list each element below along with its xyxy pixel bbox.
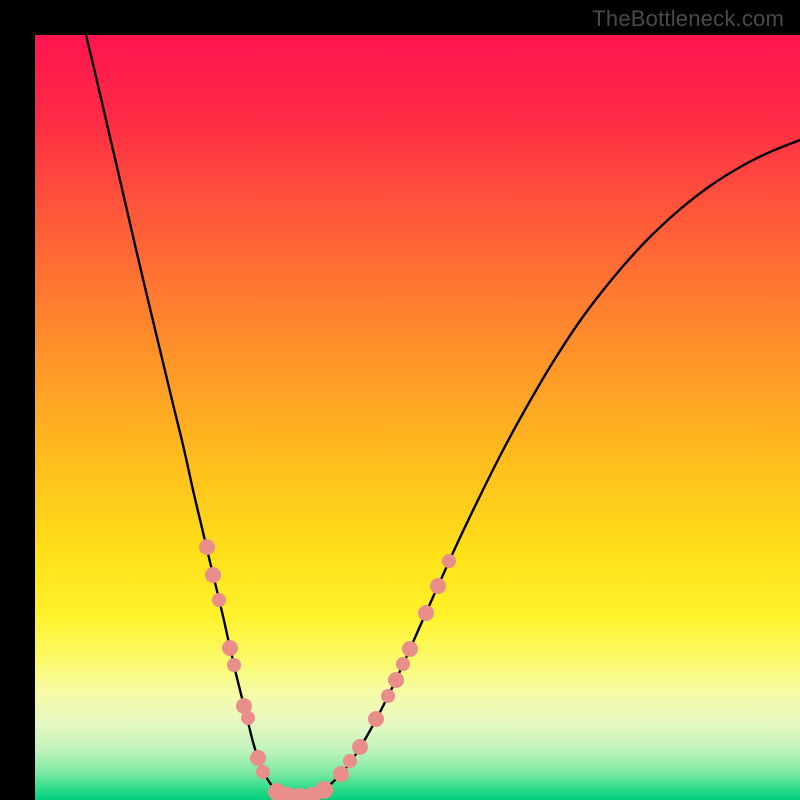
data-marker: [222, 640, 238, 656]
data-marker: [343, 754, 357, 768]
plot-gradient-background: [35, 35, 800, 800]
data-marker: [388, 672, 404, 688]
bottleneck-chart: [0, 0, 800, 800]
data-marker: [227, 658, 241, 672]
data-marker: [418, 605, 434, 621]
data-marker: [199, 539, 215, 555]
data-marker: [368, 711, 384, 727]
data-marker: [402, 641, 418, 657]
data-marker: [256, 765, 270, 779]
data-marker: [381, 689, 395, 703]
data-marker: [442, 554, 456, 568]
data-marker: [241, 711, 255, 725]
watermark-text: TheBottleneck.com: [592, 6, 784, 32]
data-marker: [333, 766, 349, 782]
data-marker: [250, 750, 266, 766]
data-marker: [205, 567, 221, 583]
data-marker: [352, 739, 368, 755]
data-marker: [430, 578, 446, 594]
data-marker: [396, 657, 410, 671]
data-marker: [315, 781, 333, 799]
data-marker: [212, 593, 226, 607]
